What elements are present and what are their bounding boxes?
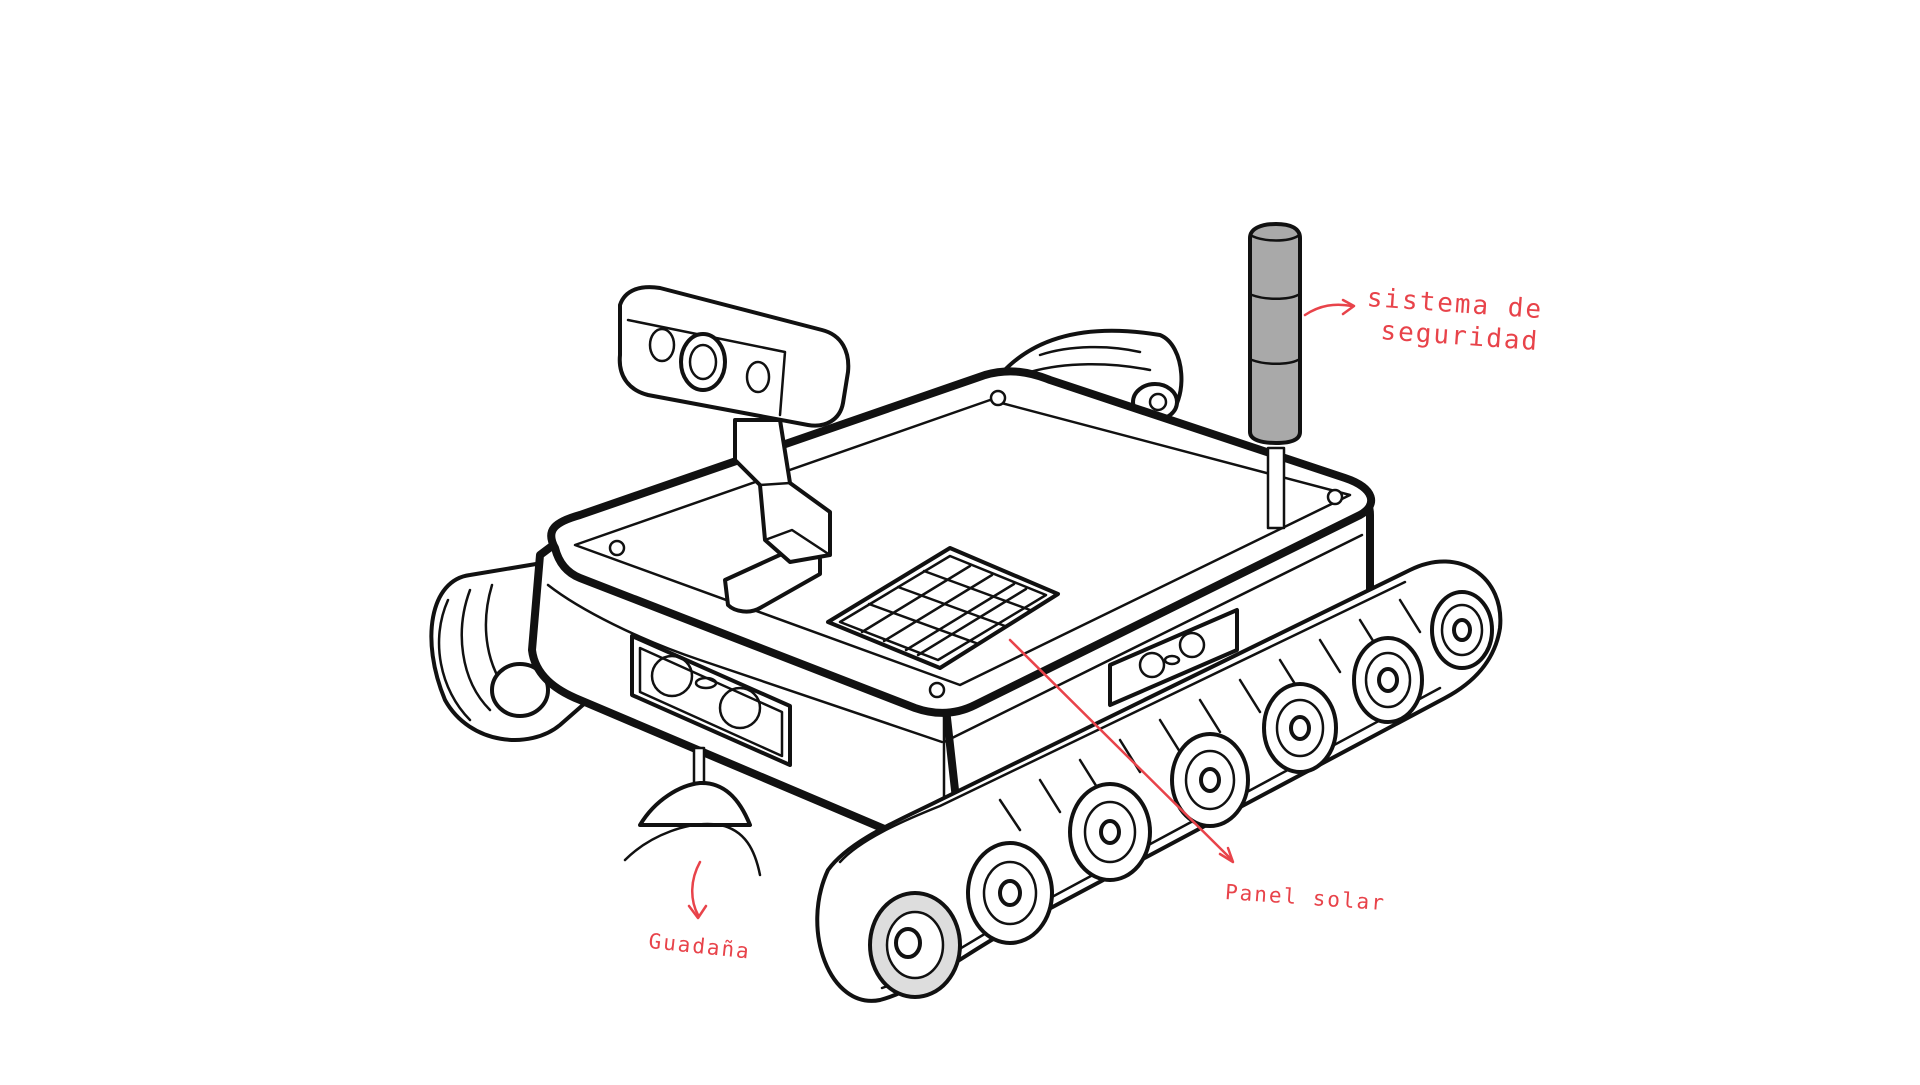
annotation-arrows <box>687 298 1356 920</box>
wheel-3 <box>1068 782 1152 882</box>
scythe <box>623 746 762 877</box>
ultrasonic-sensor-side <box>1108 608 1239 707</box>
wheel-6 <box>1352 636 1424 724</box>
solar-panel <box>826 546 1060 670</box>
wheel-4 <box>1170 732 1250 828</box>
camera-assembly <box>617 285 851 614</box>
security-beacon <box>1248 222 1302 530</box>
scythe-arrow <box>691 860 702 917</box>
wheel-7 <box>1430 590 1494 670</box>
wheel-1 <box>868 891 962 999</box>
wheels <box>868 590 1494 999</box>
security-system-label: sistema de seguridad <box>1364 282 1545 358</box>
wheel-2 <box>966 841 1054 945</box>
security-arrow <box>1303 303 1354 317</box>
solar-panel-leader <box>1008 638 1234 862</box>
wheel-5 <box>1262 682 1338 774</box>
ultrasonic-sensor-front <box>630 634 792 767</box>
